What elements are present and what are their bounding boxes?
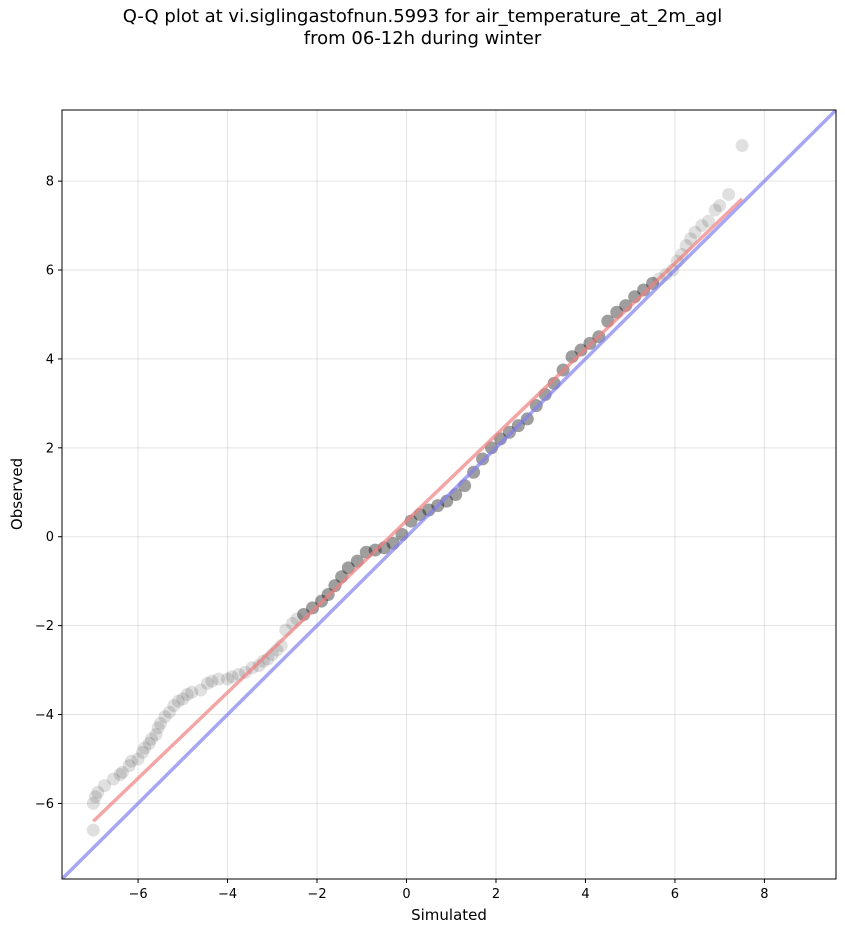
qq-point-97 [735, 139, 749, 153]
qq-point-28 [212, 672, 226, 686]
y-tick-label-6: 6 [46, 264, 54, 279]
y-tick-label-2: −2 [35, 619, 54, 634]
qq-point-26 [200, 676, 214, 690]
x-tick-label-5: 4 [581, 887, 589, 902]
qq-point-5 [106, 772, 120, 786]
plot-frame [61, 109, 837, 880]
x-tick-label-0: −6 [128, 887, 147, 902]
qq-point-47 [328, 579, 342, 593]
identity-line [62, 110, 836, 879]
qq-point-95 [713, 199, 727, 213]
grid-lines [62, 110, 836, 879]
qq-point-21 [171, 694, 185, 708]
x-tick-label-4: 2 [492, 887, 500, 902]
qq-point-13 [142, 736, 156, 750]
qq-point-34 [252, 659, 266, 673]
y-tick-label-4: 2 [46, 441, 54, 456]
qq-point-94 [708, 203, 722, 217]
qq-point-16 [151, 721, 165, 735]
qq-point-10 [131, 752, 145, 766]
axes: −6 −4 −2 0 2 4 6 8 −6 −4 −2 0 2 4 6 8 [35, 175, 769, 902]
qq-point-12 [138, 741, 152, 755]
qq-point-1 [86, 796, 100, 810]
qq-point-4 [98, 779, 112, 793]
qq-point-17 [153, 716, 167, 730]
qq-point-19 [162, 705, 176, 719]
qq-point-20 [167, 699, 181, 713]
chart-subtitle: from 06-12h during winter [303, 28, 542, 49]
x-axis-label: Simulated [411, 906, 487, 924]
qq-point-27 [205, 674, 219, 688]
qq-point-18 [158, 710, 172, 724]
qq-point-23 [180, 688, 194, 702]
chart-title-block: Q-Q plot at vi.siglingastofnun.5993 for … [0, 6, 845, 50]
qq-point-7 [115, 765, 129, 779]
qq-point-32 [238, 665, 252, 679]
x-tick-label-1: −4 [218, 887, 237, 902]
qq-point-8 [122, 759, 136, 773]
y-tick-label-7: 8 [46, 175, 54, 190]
qq-point-0 [86, 823, 100, 837]
qq-point-29 [221, 672, 235, 686]
qq-point-91 [688, 225, 702, 239]
qq-point-3 [91, 785, 105, 799]
qq-point-44 [306, 601, 320, 615]
chart-title: Q-Q plot at vi.siglingastofnun.5993 for … [122, 6, 723, 27]
qq-point-14 [144, 732, 158, 746]
qq-point-25 [194, 683, 208, 697]
qq-point-75 [574, 343, 588, 357]
qq-point-35 [256, 654, 270, 668]
x-tick-label-3: 0 [402, 887, 410, 902]
lines-layer [62, 110, 836, 879]
qq-point-11 [136, 745, 150, 759]
y-tick-label-3: 0 [46, 530, 54, 545]
y-tick-label-1: −4 [35, 708, 54, 723]
y-tick-label-0: −6 [35, 797, 54, 812]
qq-point-9 [124, 754, 138, 768]
qq-point-24 [185, 685, 199, 699]
x-tick-label-7: 8 [760, 887, 768, 902]
qq-point-6 [113, 768, 127, 782]
qq-point-82 [637, 283, 651, 297]
x-tick-label-6: 6 [671, 887, 679, 902]
qq-point-22 [176, 692, 190, 706]
x-tick-label-2: −2 [307, 887, 326, 902]
fit-line [92, 197, 744, 823]
y-tick-label-5: 4 [46, 352, 54, 367]
qq-point-2 [89, 790, 103, 804]
qq-point-15 [149, 728, 163, 742]
qq-point-96 [722, 187, 736, 201]
qq-point-93 [701, 214, 715, 228]
qq-point-90 [684, 232, 698, 246]
y-axis-label: Observed [8, 458, 26, 530]
qq-point-92 [695, 219, 709, 233]
qq-point-30 [225, 670, 239, 684]
